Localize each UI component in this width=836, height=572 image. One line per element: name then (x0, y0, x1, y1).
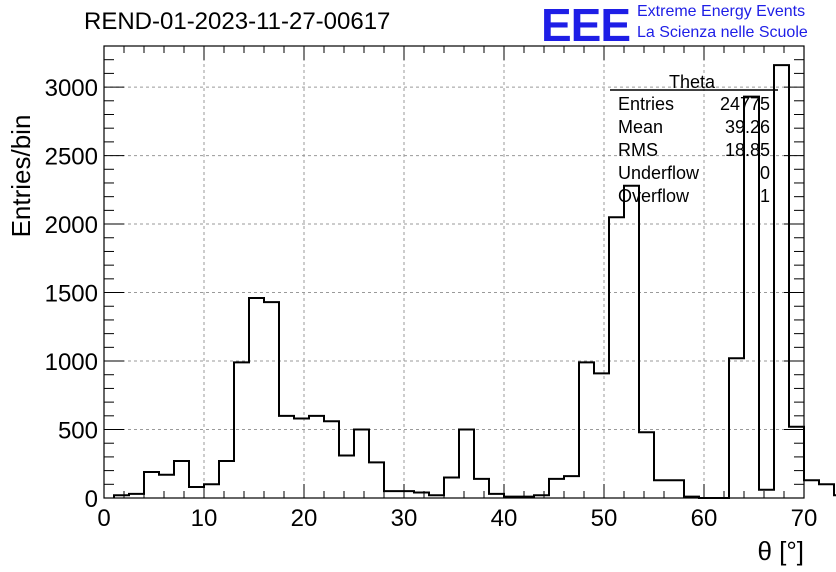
histogram-bin (729, 358, 744, 498)
histogram-step-line (113, 64, 836, 499)
histogram-bin (549, 479, 564, 498)
histogram-bin (579, 362, 594, 498)
axis-ticks (103, 45, 805, 499)
histogram-bin (219, 461, 234, 498)
y-tick-label: 0 (85, 486, 98, 513)
histogram-bin (639, 432, 654, 498)
histogram-bin (474, 479, 489, 498)
histogram-bin (174, 461, 189, 498)
histogram-bin (564, 476, 579, 498)
y-tick-label: 1500 (45, 281, 98, 308)
histogram-bin (279, 416, 294, 498)
histogram-bin (369, 462, 384, 498)
stats-value: 39.26 (725, 117, 770, 137)
y-axis-label: Entries/bin (6, 115, 36, 238)
logo-subtitle-line1: Extreme Energy Events (637, 3, 806, 20)
x-axis-label: θ [°] (757, 536, 804, 566)
stats-value: 0 (760, 163, 770, 183)
histogram-bin (594, 373, 609, 498)
y-tick-label: 2500 (45, 144, 98, 171)
eee-logo: EEE (541, 0, 631, 51)
histogram-bin (384, 491, 399, 498)
histogram-series (113, 64, 836, 499)
stats-label: Mean (618, 117, 663, 137)
stats-label: Entries (618, 94, 674, 114)
histogram-bin (159, 475, 174, 498)
x-tick-label: 60 (691, 505, 718, 532)
histogram-bin (669, 480, 684, 498)
histogram-bin (654, 480, 669, 498)
y-tick-label: 1000 (45, 349, 98, 376)
x-tick-label: 40 (491, 505, 518, 532)
histogram-bin (789, 427, 804, 498)
x-tick-label: 0 (97, 505, 110, 532)
histogram-bin (804, 480, 819, 498)
stats-value: 18.85 (725, 140, 770, 160)
stats-title: Theta (669, 72, 716, 92)
x-tick-label: 50 (591, 505, 618, 532)
plot-frame (103, 45, 805, 499)
logo-subtitle-line2: La Scienza nelle Scuole (637, 24, 808, 41)
histogram-bin (309, 416, 324, 498)
histogram-bin (204, 484, 219, 498)
histogram-bin (759, 490, 774, 498)
y-tick-label: 2000 (45, 212, 98, 239)
x-tick-label: 30 (391, 505, 418, 532)
stats-label: Overflow (618, 186, 690, 206)
histogram-bin (444, 477, 459, 498)
x-tick-label: 70 (791, 505, 818, 532)
histogram-bin (774, 65, 789, 498)
histogram-bin (324, 421, 339, 498)
histogram-bin (459, 430, 474, 498)
grid-lines (104, 46, 804, 498)
histogram-bin (354, 430, 369, 498)
histogram-bin (144, 472, 159, 498)
stats-label: Underflow (618, 163, 700, 183)
histogram-bin (294, 419, 309, 498)
histogram-bin (339, 456, 354, 498)
stats-rows: Entries 24775 Mean 39.26 RMS 18.85 Underflow 0 O… (618, 94, 770, 206)
stats-label: RMS (618, 140, 658, 160)
histogram-bin (609, 217, 624, 498)
stats-value: 1 (760, 186, 770, 206)
histogram-bin (264, 302, 279, 498)
y-tick-label: 3000 (45, 75, 98, 102)
x-tick-label: 10 (191, 505, 218, 532)
histogram-bin (624, 186, 639, 498)
histogram-bin (189, 487, 204, 498)
stats-value: 24775 (720, 94, 770, 114)
stats-box: Theta Entries 24775 Mean 39.26 RMS 18.85 Under… (610, 72, 778, 206)
histogram-bin (819, 484, 834, 498)
y-tick-label: 500 (58, 418, 98, 445)
histogram-bin (249, 298, 264, 498)
x-tick-label: 20 (291, 505, 318, 532)
histogram-bin (234, 362, 249, 498)
chart-title: REND-01-2023-11-27-00617 (84, 8, 391, 35)
histogram-bin (399, 491, 414, 498)
